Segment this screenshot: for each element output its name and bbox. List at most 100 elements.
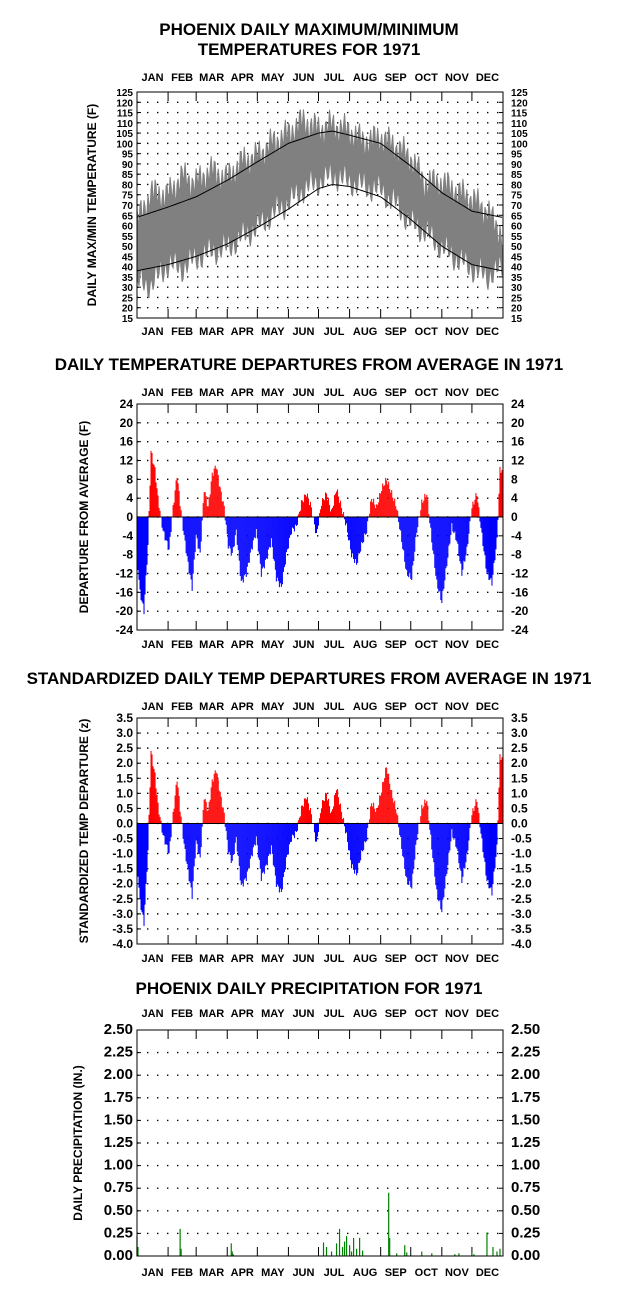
month-label-top: OCT [415, 387, 439, 399]
y-tick-label-right: 20 [511, 304, 523, 315]
y-tick-label-right: 8 [511, 472, 518, 486]
y-tick-label-left: 45 [122, 252, 134, 263]
y-tick-label-left: 12 [120, 454, 134, 468]
precipitation-chart: 2.50 2.50 2.25 2.25 2.00 2.00 1.75 1.75 1.50 1.50… [71, 1008, 540, 1279]
month-label-top: JUL [324, 1008, 345, 1020]
y-tick-label-left: 2.50 [104, 1021, 133, 1038]
month-label-bottom: MAR [199, 326, 224, 338]
y-tick-label-right: 70 [511, 201, 523, 212]
month-label-top: JAN [142, 701, 164, 713]
y-tick-label-right: 35 [511, 273, 523, 284]
y-tick-label-right: 0.75 [511, 1179, 540, 1196]
month-label-top: FEB [171, 72, 193, 84]
month-label-bottom: DEC [476, 1267, 499, 1279]
month-label-top: SEP [385, 701, 407, 713]
y-tick-label-left: 0.75 [104, 1179, 133, 1196]
y-tick-label-right: 80 [511, 180, 523, 191]
departure-chart: 24 24 20 20 16 16 12 12 8 8 4 4 0 0 -4 -4 -8 -8 -12 -12 -16 -… [77, 387, 529, 651]
month-label-bottom: SEP [385, 639, 407, 651]
month-label-top: MAY [261, 72, 285, 84]
y-tick-label-left: 110 [117, 119, 134, 130]
y-tick-label-right: 115 [511, 109, 528, 120]
y-tick-label-left: 120 [116, 98, 133, 109]
y-tick-label-left: 65 [122, 211, 134, 222]
normal-min-line [136, 184, 503, 272]
month-label-top: JAN [142, 72, 164, 84]
y-tick-label-left: 35 [122, 273, 134, 284]
y-tick-label-left: 60 [122, 222, 134, 233]
y-tick-label-right: 110 [511, 119, 528, 130]
y-tick-label-left: 1.25 [104, 1134, 133, 1151]
month-label-bottom: JUL [324, 1267, 345, 1279]
month-label-bottom: JUL [324, 639, 345, 651]
y-tick-label-left: 0.5 [116, 801, 133, 815]
month-label-top: NOV [445, 72, 470, 84]
y-tick-label-right: 0.0 [511, 816, 528, 830]
y-tick-label-right: 16 [511, 435, 525, 449]
month-label-bottom: SEP [385, 326, 407, 338]
y-tick-label-right: 1.00 [511, 1157, 540, 1174]
y-tick-label-left: -1.0 [112, 847, 133, 861]
y-tick-label-left: 95 [122, 150, 134, 161]
y-tick-label-right: 50 [511, 242, 523, 253]
y-tick-label-right: -2.0 [511, 877, 532, 891]
y-axis-label: STANDARDIZED TEMP DEPARTURE (z) [77, 719, 91, 944]
y-tick-label-right: -3.0 [511, 907, 532, 921]
month-label-bottom: OCT [415, 639, 439, 651]
y-tick-label-left: 25 [122, 293, 134, 304]
month-label-bottom: MAR [199, 1267, 224, 1279]
y-tick-label-left: 8 [126, 472, 133, 486]
month-label-bottom: JUN [292, 326, 314, 338]
month-label-top: OCT [415, 701, 439, 713]
plot-frame [136, 403, 504, 631]
month-label-top: JUL [324, 387, 345, 399]
month-label-bottom: NOV [445, 953, 470, 965]
month-label-top: JUN [292, 701, 314, 713]
y-tick-label-right: 90 [511, 160, 523, 171]
month-label-bottom: FEB [171, 326, 193, 338]
y-tick-label-right: 25 [511, 293, 523, 304]
y-tick-label-right: 24 [511, 397, 525, 411]
month-label-top: JUL [324, 701, 345, 713]
y-tick-label-left: 24 [120, 397, 134, 411]
y-tick-label-right: 95 [511, 150, 523, 161]
y-tick-label-left: 20 [122, 304, 134, 315]
month-label-top: SEP [385, 72, 407, 84]
month-label-bottom: MAY [261, 953, 285, 965]
month-label-bottom: FEB [171, 639, 193, 651]
month-label-bottom: JAN [142, 1267, 164, 1279]
month-label-bottom: JAN [142, 639, 164, 651]
month-label-bottom: NOV [445, 1267, 470, 1279]
month-label-top: MAR [199, 72, 224, 84]
month-label-top: DEC [476, 387, 499, 399]
y-tick-label-left: 20 [120, 416, 134, 430]
y-tick-label-right: 2.25 [511, 1044, 540, 1061]
month-label-bottom: JUL [324, 953, 345, 965]
y-tick-label-right: 120 [511, 98, 528, 109]
month-label-top: APR [231, 72, 254, 84]
y-tick-label-left: 1.50 [104, 1111, 133, 1128]
month-label-bottom: DEC [476, 953, 499, 965]
month-label-bottom: AUG [353, 639, 377, 651]
y-tick-label-right: 0 [511, 510, 518, 524]
y-tick-label-right: 125 [511, 88, 528, 99]
month-label-top: JUN [292, 72, 314, 84]
y-tick-label-right: 2.50 [511, 1021, 540, 1038]
y-tick-label-left: 1.00 [104, 1157, 133, 1174]
month-label-bottom: SEP [385, 1267, 407, 1279]
month-label-bottom: AUG [353, 1267, 377, 1279]
month-label-top: JUL [324, 72, 345, 84]
y-tick-label-left: -4.0 [112, 937, 133, 951]
month-label-bottom: APR [231, 953, 254, 965]
y-tick-label-right: 3.0 [511, 726, 528, 740]
month-label-top: JAN [142, 1008, 164, 1020]
y-tick-label-right: 4 [511, 491, 518, 505]
y-tick-label-left: 1.5 [116, 771, 133, 785]
y-tick-label-left: 4 [126, 491, 133, 505]
y-tick-label-right: 30 [511, 283, 523, 294]
month-label-top: MAR [199, 701, 224, 713]
month-label-bottom: MAY [261, 639, 285, 651]
plot-frame [136, 1029, 504, 1257]
month-label-top: JUN [292, 387, 314, 399]
y-tick-label-left: -4 [122, 529, 133, 543]
